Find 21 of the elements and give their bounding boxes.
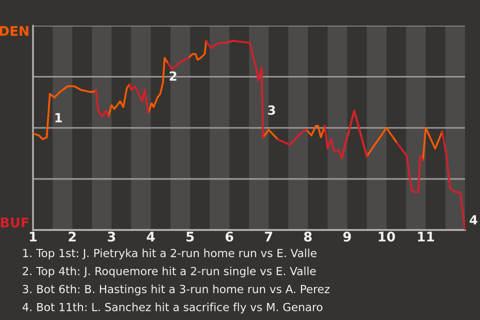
x-tick-label: 9	[343, 232, 351, 242]
x-tick-label: 2	[68, 232, 76, 242]
x-tick-label: 8	[304, 232, 312, 242]
annotation: 4	[470, 215, 478, 224]
x-tick-label: 4	[146, 232, 155, 242]
annotation: 3	[268, 105, 276, 115]
x-tick-label: 3	[108, 232, 116, 242]
text: 1. Top 1st: J. Pietryka hit a 2-run home run vs E. Valle	[23, 248, 316, 260]
annotation: 2	[170, 71, 176, 81]
text: DEN	[0, 26, 28, 36]
text: 4. Bot 11th: L. Sanchez hit a sacrifice fly vs M. Genaro	[22, 302, 322, 314]
x-tick-label: 11	[418, 232, 434, 242]
x-tick-label: 7	[264, 232, 272, 242]
text: BUF	[0, 218, 28, 228]
annotation: 1	[55, 113, 62, 122]
x-tick-label: 6	[226, 232, 234, 242]
text: 3. Bot 6th: B. Hastings hit a 3-run home run vs A. Perez	[22, 284, 330, 296]
text: 2. Top 4th: J. Roquemore hit a 2-run single vs E. Valle	[22, 266, 316, 278]
x-tick-label: 1	[30, 232, 37, 242]
x-tick-label: 5	[186, 232, 194, 242]
x-tick-label: 10	[378, 232, 396, 242]
